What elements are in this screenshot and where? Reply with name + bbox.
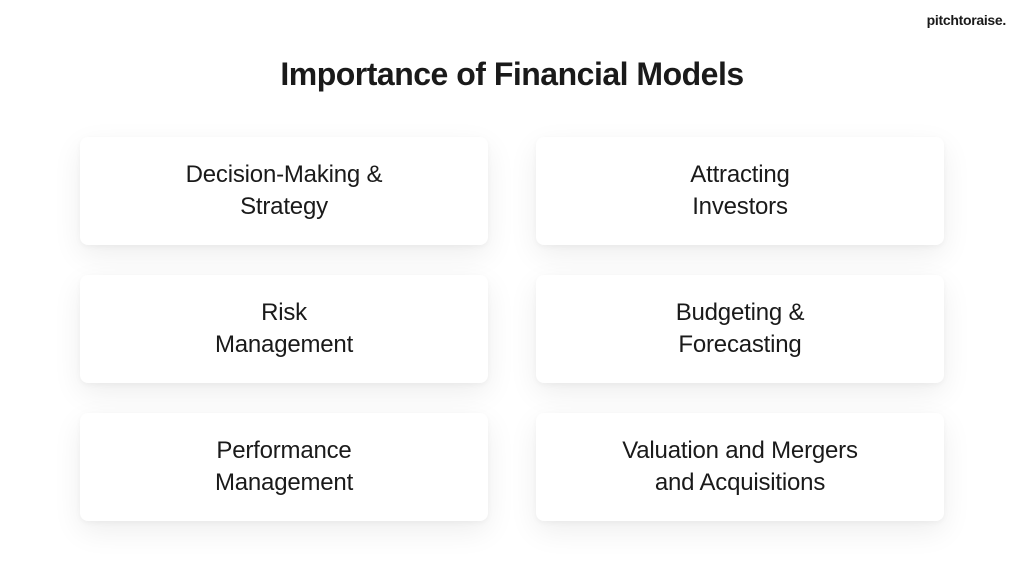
card-text-line: Forecasting bbox=[678, 329, 801, 361]
card-text-line: and Acquisitions bbox=[655, 467, 825, 499]
card-text-line: Decision-Making & bbox=[186, 159, 383, 191]
card-decision-making: Decision-Making & Strategy bbox=[80, 137, 488, 245]
card-text-line: Budgeting & bbox=[676, 297, 805, 329]
card-risk-management: Risk Management bbox=[80, 275, 488, 383]
slide-container: Importance of Financial Models Decision-… bbox=[0, 0, 1024, 576]
card-text-line: Management bbox=[215, 329, 353, 361]
card-attracting-investors: Attracting Investors bbox=[536, 137, 944, 245]
card-text-line: Attracting bbox=[690, 159, 789, 191]
card-text-line: Strategy bbox=[240, 191, 328, 223]
brand-logo-text: pitchtoraise. bbox=[927, 12, 1006, 28]
card-performance-management: Performance Management bbox=[80, 413, 488, 521]
card-text-line: Risk bbox=[261, 297, 307, 329]
card-text-line: Investors bbox=[692, 191, 788, 223]
slide-title: Importance of Financial Models bbox=[280, 56, 743, 93]
cards-grid: Decision-Making & Strategy Attracting In… bbox=[80, 137, 944, 521]
card-text-line: Management bbox=[215, 467, 353, 499]
card-text-line: Valuation and Mergers bbox=[622, 435, 858, 467]
card-valuation-ma: Valuation and Mergers and Acquisitions bbox=[536, 413, 944, 521]
card-text-line: Performance bbox=[216, 435, 351, 467]
card-budgeting-forecasting: Budgeting & Forecasting bbox=[536, 275, 944, 383]
